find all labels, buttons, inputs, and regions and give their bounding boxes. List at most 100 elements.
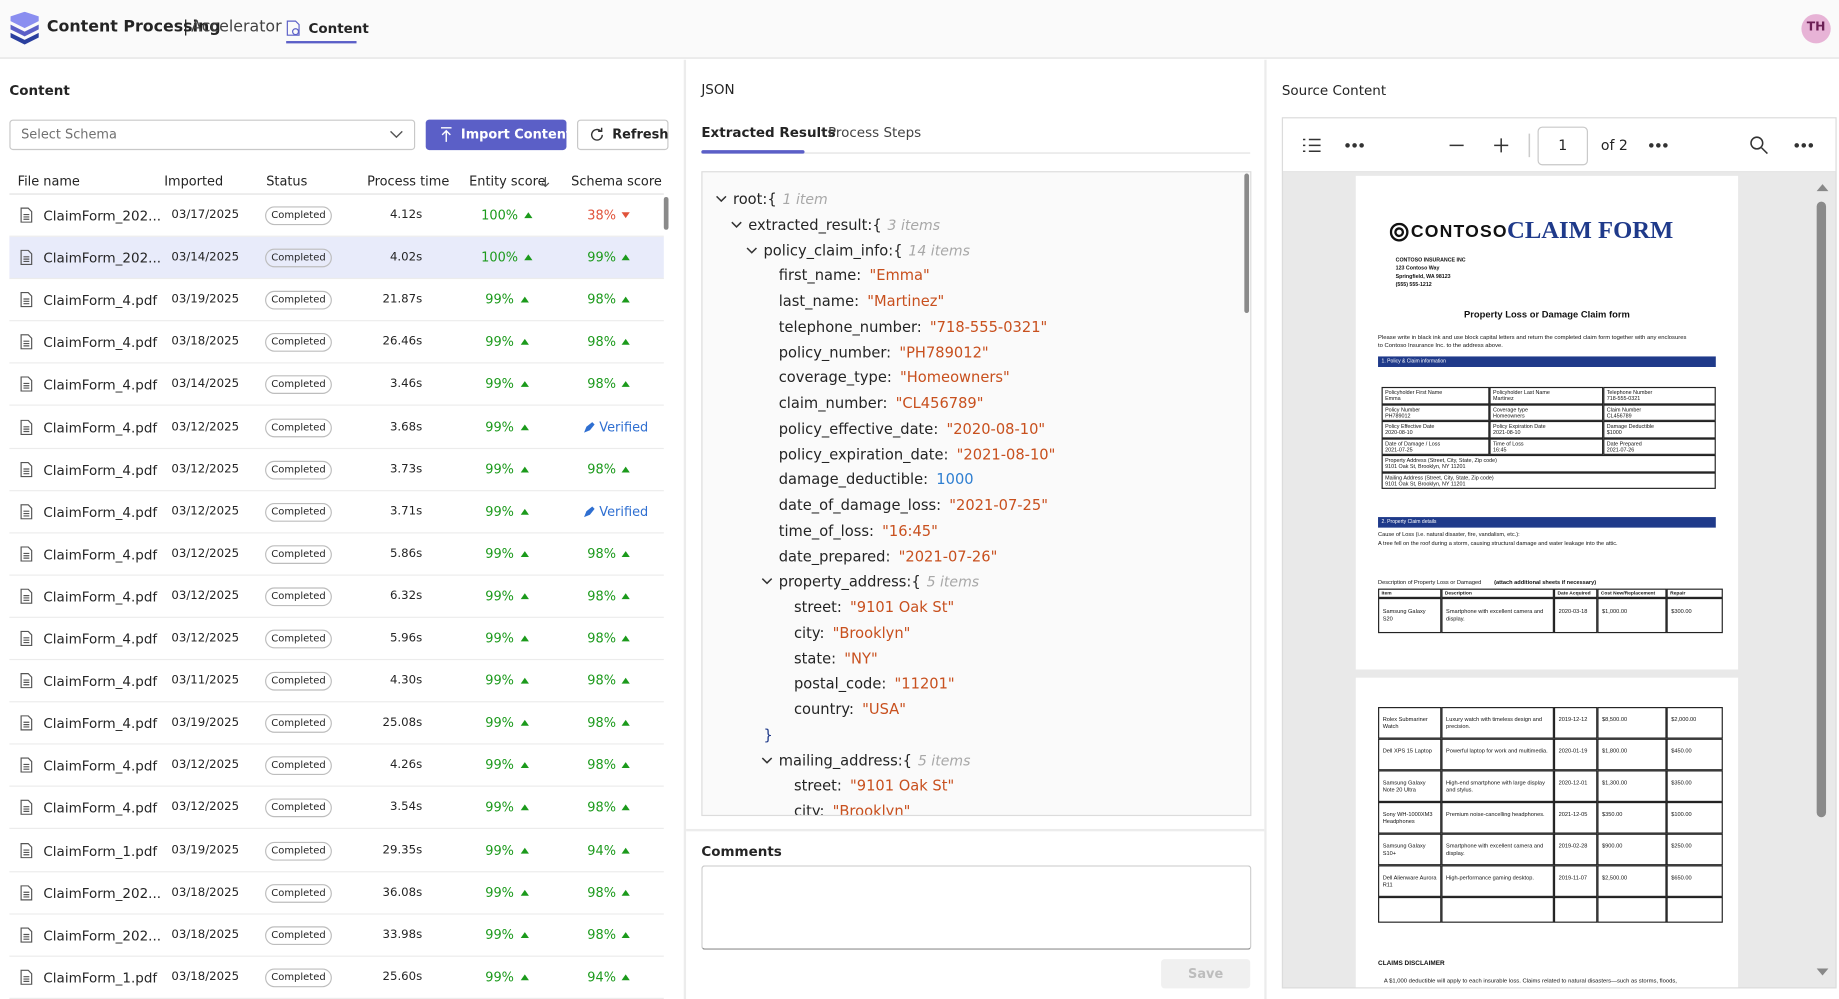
item-cell: High-performance gaming desktop. [1441, 865, 1554, 897]
item-cell: $900.00 [1597, 833, 1667, 866]
page-count: of 2 [1600, 137, 1628, 154]
json-key: root:{ [732, 189, 777, 208]
field-label: Property Address (Street, City, State, Z… [1385, 457, 1497, 464]
status-pill: Completed [265, 460, 332, 480]
json-line: postal_code: "11201" [794, 673, 955, 694]
trend-up [520, 762, 529, 769]
item-cell: Rolex Submariner Watch [1378, 707, 1442, 739]
table-row[interactable] [9, 914, 664, 957]
toolbar-icons[interactable] [1283, 118, 1835, 172]
schema-select[interactable] [9, 119, 416, 151]
column-header[interactable]: Process time [367, 173, 450, 189]
json-value: "718-555-0321" [929, 317, 1048, 336]
process-time: 3.68s [389, 420, 423, 434]
item-header: Item [1378, 588, 1442, 599]
panel-title: Content [9, 82, 70, 99]
column-header[interactable]: Schema score [571, 173, 662, 189]
schema-score: 98% [587, 376, 616, 393]
panel-title: Source Content [1281, 82, 1387, 99]
column-header[interactable]: Status [266, 173, 308, 189]
file-name: ClaimForm_202... [43, 927, 162, 944]
table-row[interactable] [9, 364, 664, 407]
table-row[interactable] [9, 491, 664, 534]
column-header[interactable]: Entity score [469, 173, 546, 189]
table-row[interactable] [9, 322, 664, 364]
status-pill: Completed [265, 544, 332, 564]
table-row[interactable] [9, 787, 664, 830]
pdf-text: Property Loss or Damage Claim form [1464, 309, 1630, 321]
json-key: policy_expiration_date: [778, 444, 949, 463]
table-row[interactable] [9, 449, 664, 491]
file-name: ClaimForm_4.pdf [43, 503, 158, 521]
imported-date: 03/12/2025 [171, 801, 240, 815]
item-cell: Dell XPS 15 Laptop [1378, 738, 1442, 771]
caret [761, 756, 773, 764]
process-time: 3.54s [389, 801, 423, 815]
pdf-page [1355, 175, 1739, 670]
column-header[interactable]: File name [17, 173, 80, 189]
field-value: 2020-08-10 [1385, 429, 1413, 436]
comments-box[interactable] [701, 865, 1252, 950]
page-input[interactable] [1537, 126, 1588, 166]
json-line: policy_expiration_date: "2021-08-10" [779, 444, 1056, 465]
table-row[interactable] [9, 872, 664, 915]
nav-tab[interactable]: Content [308, 19, 369, 37]
status-pill: Completed [265, 587, 332, 607]
process-time: 33.98s [382, 928, 423, 942]
empty-cell [1597, 896, 1667, 923]
status-pill: Completed [265, 968, 332, 988]
scroll-arrows [1816, 184, 1829, 976]
table-row[interactable] [9, 703, 664, 745]
file-icon [20, 461, 33, 477]
json-key: property_address:{ [778, 572, 921, 591]
table-row[interactable] [9, 830, 664, 872]
column-header[interactable]: Imported [164, 173, 224, 189]
import-button[interactable] [425, 119, 567, 151]
imported-date: 03/19/2025 [171, 716, 240, 730]
avatar[interactable] [1801, 14, 1831, 44]
pdf-text: A tree fell on the roof during a storm, … [1378, 541, 1618, 547]
process-time: 21.87s [382, 293, 423, 307]
file-name: ClaimForm_4.pdf [43, 630, 158, 648]
json-value: "9101 Oak St" [850, 776, 955, 795]
schema-score: 98% [587, 334, 616, 350]
entity-score: 99% [485, 461, 514, 477]
json-line: root:{1 item [733, 189, 828, 210]
field-label: Policy Expiration Date [1492, 423, 1546, 430]
table-row[interactable] [9, 236, 664, 280]
import-label: Import Content [460, 126, 573, 142]
table-row[interactable] [9, 406, 664, 449]
table-row[interactable] [9, 533, 664, 576]
table-row[interactable] [9, 576, 664, 618]
field-label: Policyholder Last Name [1492, 389, 1550, 396]
entity-score: 99% [485, 546, 514, 562]
table-row[interactable] [9, 660, 664, 703]
table-row[interactable] [9, 745, 664, 788]
json-value: "NY" [844, 648, 878, 667]
json-line: city: "Brooklyn" [794, 622, 910, 643]
field-value: Emma [1385, 395, 1401, 402]
item-cell: Dell Alienware Aurora R11 [1378, 865, 1442, 897]
field-label: Claim Number [1606, 406, 1642, 413]
json-value: "2021-07-25" [949, 495, 1048, 514]
table-row[interactable] [9, 618, 664, 661]
tab-active[interactable]: Extracted Results [701, 124, 836, 141]
brand: Content Processing [46, 17, 221, 37]
trend-up [520, 381, 529, 388]
json-value: "USA" [862, 699, 906, 718]
table-row[interactable] [9, 195, 664, 237]
imported-date: 03/12/2025 [171, 631, 240, 645]
json-value: "2021-07-26" [898, 546, 998, 565]
file-name: ClaimForm_4.pdf [43, 715, 158, 732]
trend-up [520, 508, 529, 515]
table-row[interactable] [9, 279, 664, 322]
pdf-text: 1. Policy & Claim information [1381, 357, 1446, 364]
entity-score: 99% [485, 969, 514, 985]
item-header: Cost New/Replacement [1597, 588, 1667, 599]
table-row[interactable] [9, 957, 664, 999]
save-button[interactable] [1161, 959, 1251, 989]
tab[interactable]: Process Steps [827, 124, 922, 141]
imported-date: 03/12/2025 [171, 420, 240, 434]
item-cell: $300.00 [1666, 598, 1723, 634]
item-cell: 2019-11-07 [1553, 865, 1598, 897]
